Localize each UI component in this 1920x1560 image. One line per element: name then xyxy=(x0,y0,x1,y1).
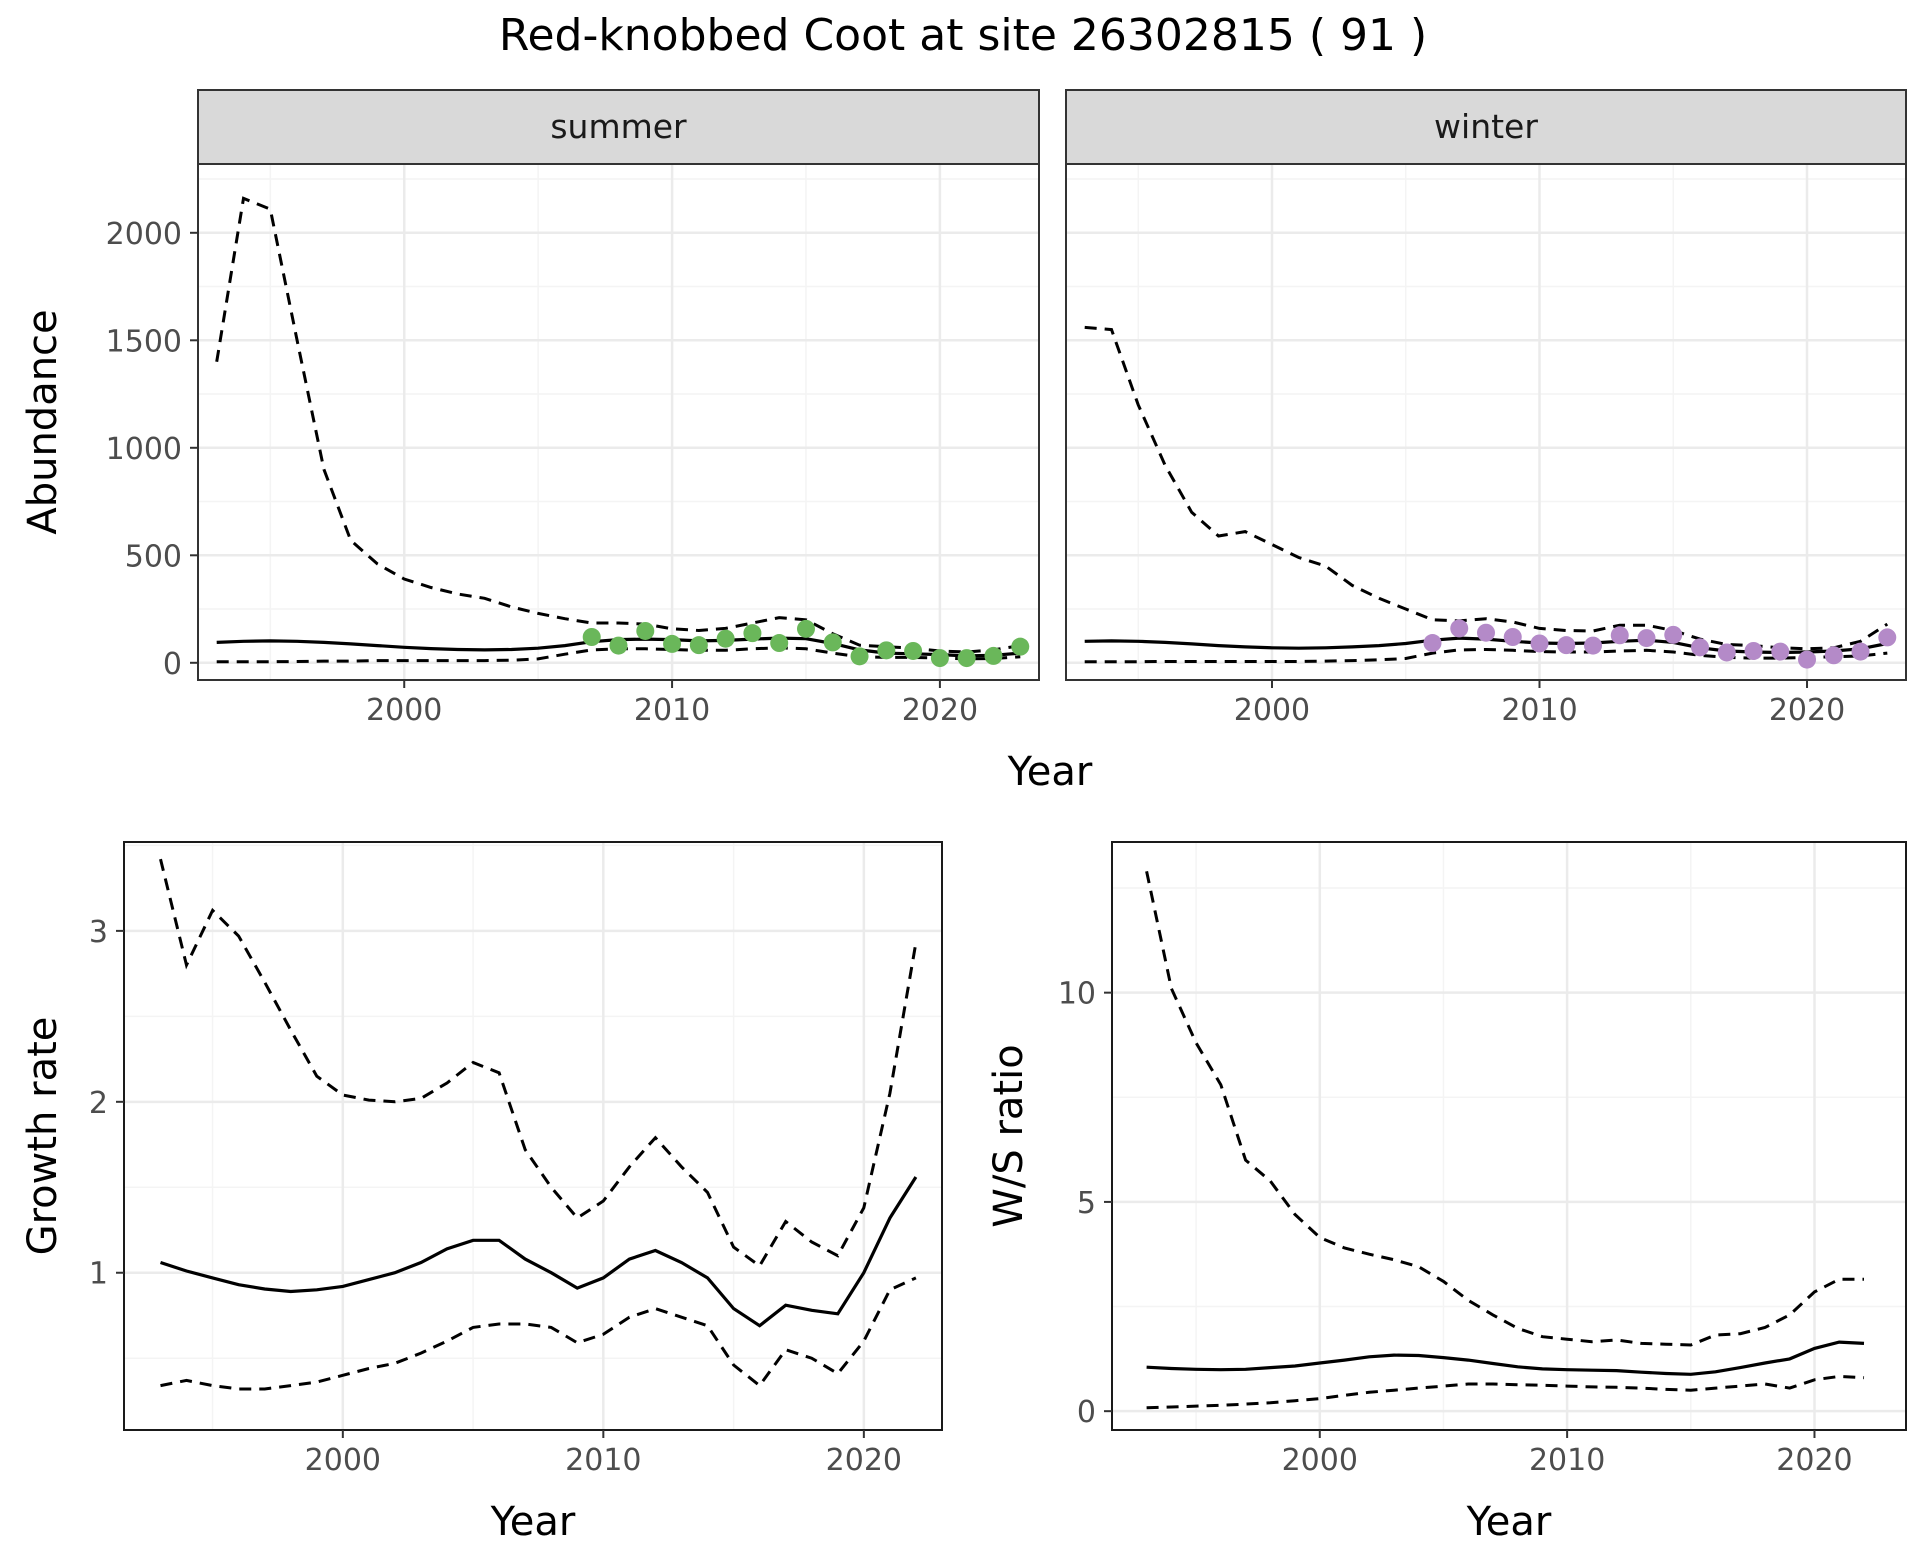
x-tick-label: 2010 xyxy=(1529,1443,1605,1478)
winter-observed-point xyxy=(1557,636,1576,655)
summer-upper-bound-line xyxy=(215,196,1021,654)
y-tick-label: 2000 xyxy=(106,217,182,252)
y-tick-label: 500 xyxy=(125,539,182,574)
summer-observed-point xyxy=(984,646,1003,665)
winter-observed-point xyxy=(1878,628,1897,647)
top-row-x-axis-label: Year xyxy=(1007,749,1093,795)
winter-observed-point xyxy=(1610,626,1629,645)
y-tick-label: 3 xyxy=(89,915,108,950)
growth-panel-border xyxy=(123,841,943,1431)
summer-observed-point xyxy=(796,619,815,638)
growth-lower-bound-line xyxy=(160,1276,917,1391)
ratio-panel: 2000 2010 2020 0 5 10 Year W/S ratio xyxy=(986,841,1907,1545)
x-tick-label: 2000 xyxy=(305,1443,381,1478)
summer-facet-label: summer xyxy=(550,107,687,146)
winter-observed-point xyxy=(1664,625,1683,644)
x-tick-label: 2020 xyxy=(1769,693,1845,728)
winter-upper-bound-line xyxy=(1084,325,1889,651)
y-tick-label: 1500 xyxy=(106,324,182,359)
winter-observed-point xyxy=(1717,643,1736,662)
y-tick-label: 0 xyxy=(1077,1395,1096,1430)
summer-observed-point xyxy=(689,636,708,655)
summer-observed-point xyxy=(582,628,601,646)
x-tick-label: 2020 xyxy=(826,1443,902,1478)
summer-observed-point xyxy=(716,629,735,648)
growth-y-axis-label: Growth rate xyxy=(20,1017,66,1256)
winter-observed-point xyxy=(1450,619,1469,638)
winter-observed-point xyxy=(1477,623,1495,642)
winter-observed-point xyxy=(1503,628,1522,646)
summer-observed-point xyxy=(770,634,789,653)
ratio-estimate-line xyxy=(1146,1340,1865,1376)
summer-observed-point xyxy=(930,649,949,668)
summer-panel-border xyxy=(197,163,1040,681)
x-tick-label: 2010 xyxy=(1501,693,1577,728)
winter-observed-point xyxy=(1851,642,1870,661)
growth-estimate-line xyxy=(160,1176,918,1328)
ratio-x-axis-label: Year xyxy=(1466,1499,1552,1545)
summer-observed-point xyxy=(850,647,869,666)
summer-observed-point xyxy=(663,634,682,653)
x-tick-label: 2000 xyxy=(366,693,442,728)
summer-observed-point xyxy=(957,649,976,668)
winter-observed-point xyxy=(1423,634,1442,653)
winter-facet-label: winter xyxy=(1434,107,1538,146)
y-tick-label: 10 xyxy=(1058,977,1096,1012)
x-tick-label: 2020 xyxy=(902,693,978,728)
ratio-panel-border xyxy=(1111,841,1907,1431)
growth-panel: 2000 2010 2020 1 2 3 Year Growth rate xyxy=(20,841,943,1545)
growth-upper-bound-line xyxy=(159,858,918,1269)
figure-title: Red-knobbed Coot at site 26302815 ( 91 ) xyxy=(499,10,1427,61)
ratio-upper-bound-line xyxy=(1145,870,1864,1347)
x-tick-label: 2010 xyxy=(634,693,710,728)
y-tick-label: 1 xyxy=(89,1257,108,1292)
winter-panel: winter 2000 2010 2020 xyxy=(1065,89,1907,728)
summer-observed-point xyxy=(743,624,762,643)
winter-observed-point xyxy=(1824,646,1843,665)
y-tick-label: 2 xyxy=(89,1086,108,1121)
y-tick-label: 0 xyxy=(163,647,182,682)
ratio-lower-bound-line xyxy=(1146,1374,1865,1410)
summer-panel: summer 2000 2010 2020 0 500 1000 1500 2000 Abunda… xyxy=(20,89,1040,728)
y-tick-label: 5 xyxy=(1077,1186,1096,1221)
summer-observed-point xyxy=(904,641,923,660)
summer-facet-strip xyxy=(197,89,1040,165)
winter-panel-border xyxy=(1065,163,1907,681)
growth-x-axis-label: Year xyxy=(490,1499,576,1545)
summer-observed-point xyxy=(609,636,628,655)
y-tick-label: 1000 xyxy=(106,432,182,467)
winter-observed-point xyxy=(1798,650,1817,669)
ratio-y-axis-label: W/S ratio xyxy=(986,1044,1032,1227)
summer-observed-point xyxy=(823,633,842,652)
x-tick-label: 2000 xyxy=(1282,1443,1358,1478)
summer-observed-point xyxy=(636,621,655,640)
winter-observed-point xyxy=(1744,641,1763,660)
winter-observed-point xyxy=(1691,638,1710,657)
x-tick-label: 2000 xyxy=(1234,693,1310,728)
summer-observed-point xyxy=(877,641,896,660)
x-tick-label: 2020 xyxy=(1776,1443,1852,1478)
winter-observed-point xyxy=(1584,636,1603,655)
winter-observed-point xyxy=(1637,629,1656,648)
summer-y-axis-label: Abundance xyxy=(20,309,66,534)
winter-observed-point xyxy=(1771,642,1790,661)
x-tick-label: 2010 xyxy=(565,1443,641,1478)
summer-observed-point xyxy=(1011,637,1030,656)
winter-facet-strip xyxy=(1065,89,1907,165)
winter-observed-point xyxy=(1530,634,1549,653)
